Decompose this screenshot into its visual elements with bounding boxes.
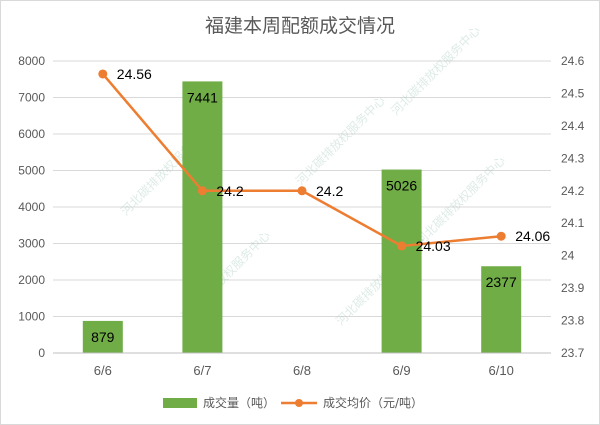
y-right-tick-label: 24 <box>561 249 575 263</box>
x-tick-label: 6/8 <box>293 363 311 378</box>
y-left-tick-label: 2000 <box>18 273 45 287</box>
bar <box>381 169 422 353</box>
y-right-tick-label: 24.1 <box>561 216 585 230</box>
y-right-tick-label: 24.4 <box>561 119 585 133</box>
line-point <box>397 241 407 251</box>
watermark-text: 河北碳排放权服务中心 <box>413 153 508 248</box>
line-data-label: 24.2 <box>316 183 343 199</box>
bar-data-label: 5026 <box>386 178 417 194</box>
y-right-tick-label: 23.7 <box>561 346 585 360</box>
line-data-label: 24.56 <box>117 66 152 82</box>
bar <box>481 266 522 353</box>
legend-label-bar: 成交量（吨） <box>203 395 275 410</box>
y-left-tick-label: 6000 <box>18 127 45 141</box>
chart-title: 福建本周配额成交情况 <box>204 15 395 37</box>
line-point <box>297 186 307 196</box>
watermark-text: 河北碳排放权服务中心 <box>388 23 483 118</box>
y-left-tick-label: 4000 <box>18 200 45 214</box>
y-right-tick-label: 24.6 <box>561 54 585 68</box>
line-data-label: 24.2 <box>216 183 243 199</box>
line-point <box>197 186 207 196</box>
x-tick-label: 6/9 <box>393 363 411 378</box>
y-right-tick-label: 23.8 <box>561 314 585 328</box>
y-left-tick-label: 8000 <box>18 54 45 68</box>
legend-label-line: 成交均价（元/吨） <box>323 395 423 410</box>
y-right-tick-label: 24.5 <box>561 86 585 100</box>
watermark-text: 河北碳排放权服务中心 <box>293 93 388 188</box>
line-data-label: 24.06 <box>515 228 550 244</box>
y-right-tick-label: 24.2 <box>561 184 585 198</box>
y-left-tick-label: 1000 <box>18 310 45 324</box>
y-left-tick-label: 3000 <box>18 237 45 251</box>
x-tick-label: 6/7 <box>193 363 211 378</box>
y-left-tick-label: 7000 <box>18 91 45 105</box>
legend-swatch-bar <box>163 398 197 408</box>
y-left-tick-label: 5000 <box>18 164 45 178</box>
legend-marker-line <box>295 399 303 407</box>
bar-data-label: 2377 <box>486 274 517 290</box>
y-left-tick-label: 0 <box>38 346 45 360</box>
y-right-tick-label: 23.9 <box>561 281 585 295</box>
line-data-label: 24.03 <box>416 238 451 254</box>
bar <box>182 81 223 353</box>
bar-data-label: 7441 <box>187 89 218 105</box>
bar-data-label: 879 <box>91 329 115 345</box>
bar <box>82 320 123 353</box>
x-tick-label: 6/6 <box>94 363 112 378</box>
line-point <box>98 69 108 79</box>
line-point <box>496 231 506 241</box>
y-right-tick-label: 24.3 <box>561 151 585 165</box>
x-tick-label: 6/10 <box>489 363 514 378</box>
